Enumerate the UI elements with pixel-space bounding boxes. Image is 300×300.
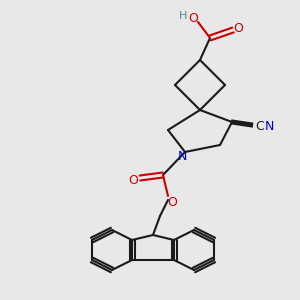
Text: N: N: [264, 119, 274, 133]
Text: C: C: [256, 119, 264, 133]
Text: N: N: [177, 151, 187, 164]
Text: O: O: [233, 22, 243, 34]
Text: O: O: [188, 11, 198, 25]
Text: O: O: [128, 173, 138, 187]
Text: H: H: [179, 11, 187, 21]
Text: O: O: [167, 196, 177, 208]
